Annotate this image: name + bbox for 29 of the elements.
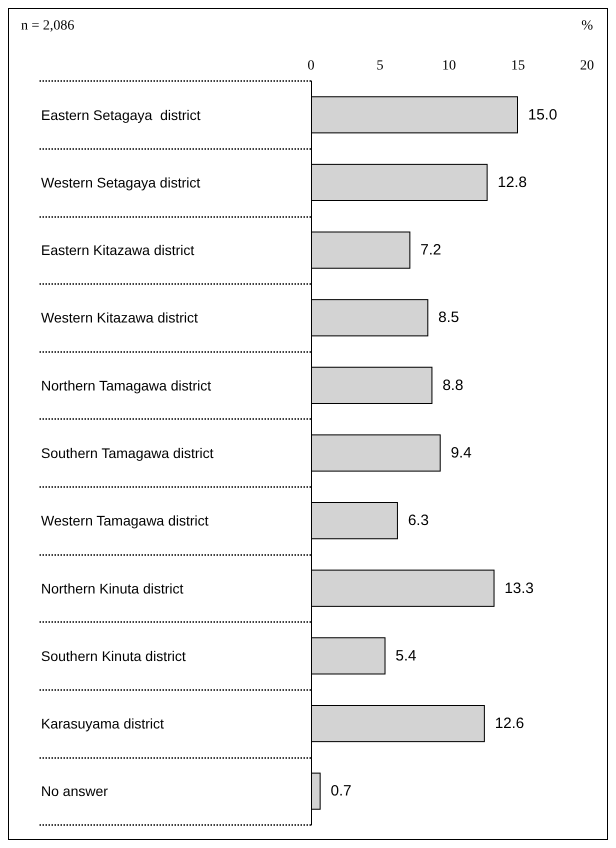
x-tick-label: 20 [580,58,594,74]
data-label: 12.8 [498,174,527,191]
x-axis-title: % [581,18,594,34]
text: n = 2,086 [21,18,74,34]
data-label: 0.7 [330,782,352,800]
data-label: 8.5 [438,309,460,326]
y-tick-label: No answer [41,783,108,800]
x-tick-label: 5 [376,58,384,74]
y-tick-label: Eastern Kitazawa district [41,242,194,258]
data-label: 6.3 [408,512,429,530]
data-label: 7.2 [420,242,442,259]
x-tick-label: 0 [308,58,314,74]
y-tick-label: Western Setagaya district [41,174,200,190]
data-label: 12.6 [494,715,524,732]
data-label: 15.0 [528,106,558,124]
y-tick-label: Karasuyama district [41,716,164,732]
y-tick-label: Eastern Setagaya district [41,106,201,123]
data-label: 9.4 [450,444,472,462]
y-tick-label: Southern Tamagawa district [41,445,214,461]
y-tick-label: Northern Kinuta district [41,580,184,596]
data-label: 8.8 [442,376,464,394]
y-tick-label: Western Tamagawa district [41,512,209,529]
y-tick-label: Southern Kinuta district [41,648,186,664]
y-tick-label: Northern Tamagawa district [41,377,212,394]
y-tick-label: Western Kitazawa district [41,310,198,326]
data-label: 13.3 [504,580,534,597]
x-tick-label: 10 [442,58,456,74]
data-label: 5.4 [396,647,416,664]
x-tick-label: 15 [511,58,525,74]
